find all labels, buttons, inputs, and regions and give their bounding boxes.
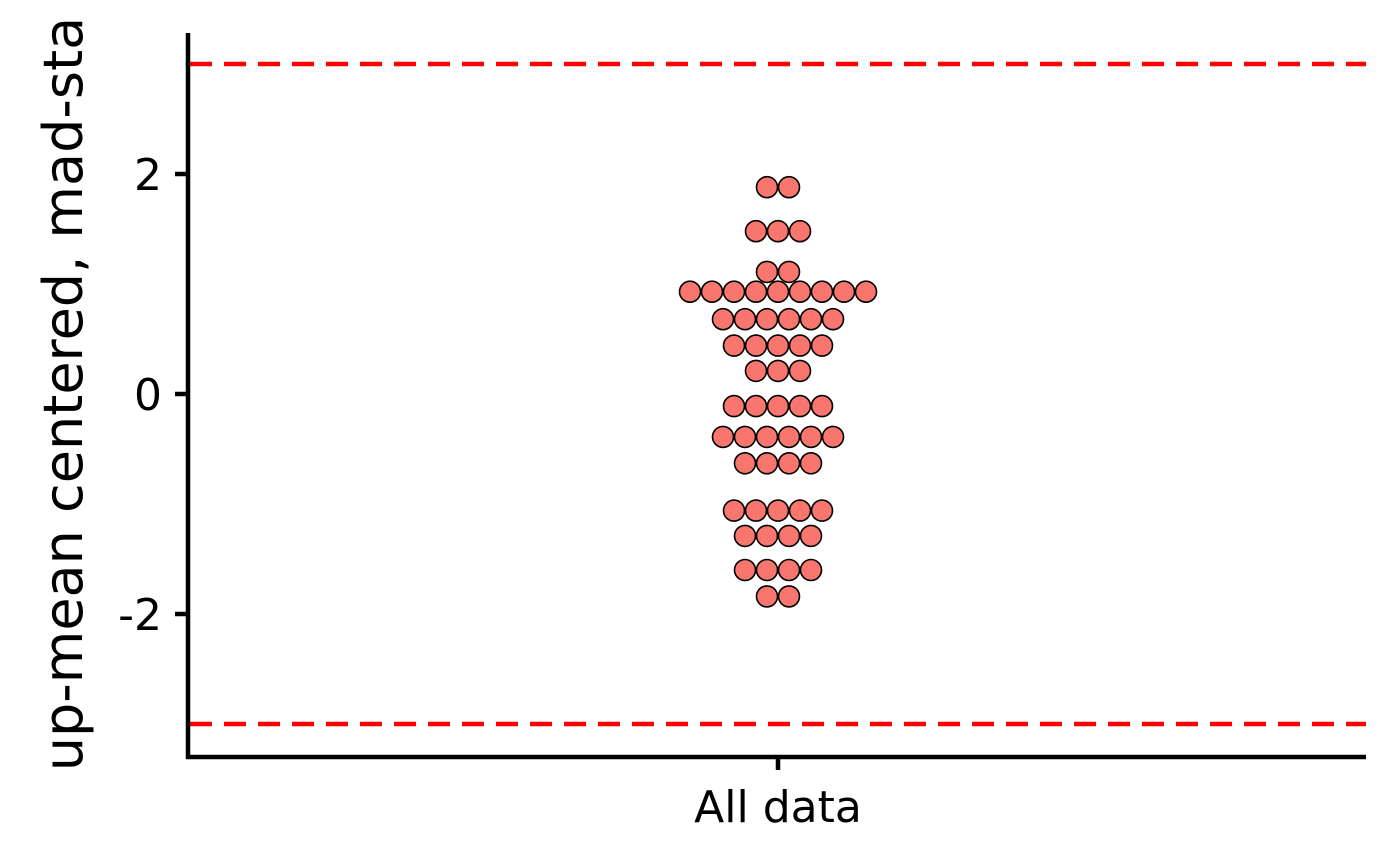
- data-point: [744, 359, 768, 383]
- data-point: [711, 425, 735, 449]
- data-point: [733, 524, 757, 548]
- y-ticks: 2 0 -2: [118, 150, 188, 641]
- data-point: [766, 394, 790, 418]
- data-point: [755, 585, 779, 608]
- data-point: [799, 524, 823, 548]
- x-ticks: All data: [694, 757, 862, 833]
- data-point: [711, 307, 735, 331]
- data-point: [788, 280, 812, 304]
- data-point: [766, 499, 790, 522]
- data-point: [700, 280, 724, 304]
- data-point: [799, 425, 823, 449]
- data-point: [777, 260, 801, 284]
- data-point: [788, 219, 812, 243]
- data-point: [810, 334, 834, 357]
- data-point: [744, 219, 768, 243]
- y-tick-label: 0: [134, 370, 162, 421]
- data-point: [799, 558, 823, 582]
- data-point: [777, 425, 801, 449]
- data-point: [788, 334, 812, 357]
- data-point: [777, 585, 801, 608]
- data-point: [810, 280, 834, 304]
- data-point: [755, 524, 779, 548]
- data-point: [766, 280, 790, 304]
- x-tick-label: All data: [694, 782, 862, 833]
- data-point: [777, 558, 801, 582]
- data-point: [722, 394, 746, 418]
- data-point: [821, 307, 845, 331]
- data-point: [733, 451, 757, 475]
- y-tick-label: 2: [134, 150, 162, 201]
- data-point: [788, 359, 812, 383]
- data-point: [810, 394, 834, 418]
- points-group: [678, 175, 878, 608]
- data-point: [722, 499, 746, 522]
- data-point: [744, 499, 768, 522]
- data-point: [777, 524, 801, 548]
- data-point: [755, 558, 779, 582]
- data-point: [755, 307, 779, 331]
- data-point: [788, 394, 812, 418]
- data-point: [777, 175, 801, 199]
- data-point: [766, 219, 790, 243]
- data-point: [777, 307, 801, 331]
- data-point: [821, 425, 845, 449]
- data-point: [678, 280, 702, 304]
- data-point: [799, 307, 823, 331]
- reference-lines: [190, 61, 1366, 727]
- data-point: [755, 260, 779, 284]
- data-point: [799, 451, 823, 475]
- data-point: [744, 334, 768, 357]
- data-point: [755, 175, 779, 199]
- data-point: [733, 307, 757, 331]
- data-point: [766, 334, 790, 357]
- data-point: [733, 425, 757, 449]
- data-point: [744, 394, 768, 418]
- data-point: [722, 280, 746, 304]
- data-point: [788, 499, 812, 522]
- y-tick-label: -2: [118, 590, 162, 641]
- data-point: [755, 425, 779, 449]
- data-point: [854, 280, 878, 304]
- data-point: [832, 280, 856, 304]
- y-axis-title: up-mean centered, mad-sta: [32, 17, 95, 772]
- data-point: [766, 359, 790, 383]
- data-point: [777, 451, 801, 475]
- data-point: [722, 334, 746, 357]
- data-point: [733, 558, 757, 582]
- data-point: [810, 499, 834, 522]
- data-point: [755, 451, 779, 475]
- data-point: [744, 280, 768, 304]
